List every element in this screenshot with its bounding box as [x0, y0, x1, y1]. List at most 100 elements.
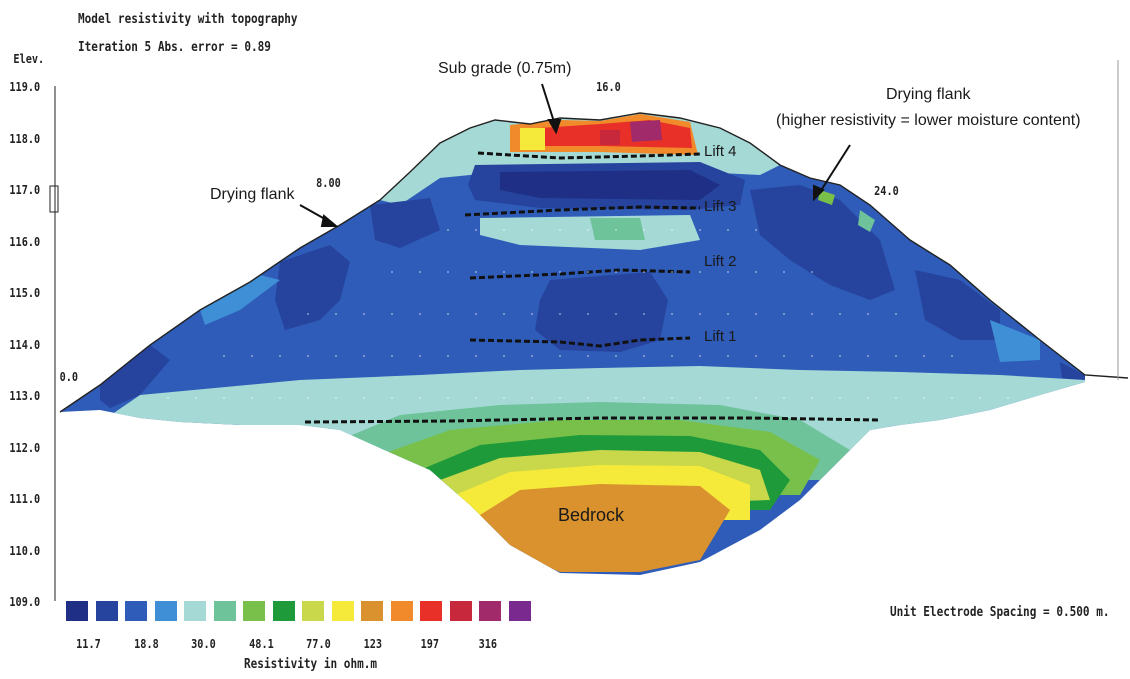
grid-dot [867, 355, 869, 357]
grid-dot [951, 355, 953, 357]
grid-dot [419, 271, 421, 273]
grid-dot [475, 313, 477, 315]
grid-dot [643, 313, 645, 315]
grid-dot [727, 313, 729, 315]
color-scale-value: 77.0 [306, 637, 331, 651]
grid-dot [587, 355, 589, 357]
lift2-label: Lift 2 [704, 253, 737, 270]
lift4-label: Lift 4 [704, 143, 737, 160]
grid-dot [447, 397, 449, 399]
grid-dot [419, 355, 421, 357]
grid-dot [391, 397, 393, 399]
color-swatch [420, 601, 442, 621]
grid-dot [839, 355, 841, 357]
grid-dot [1007, 397, 1009, 399]
drying-left-arrowhead [320, 214, 339, 227]
grid-dot [531, 271, 533, 273]
grid-dot [1035, 397, 1037, 399]
color-scale-value: 30.0 [191, 637, 216, 651]
y-tick-label: 111.0 [9, 492, 41, 506]
grid-dot [419, 313, 421, 315]
grid-dot [811, 313, 813, 315]
color-swatch [479, 601, 501, 621]
y-tick-label: 110.0 [9, 543, 41, 558]
grid-dot [223, 397, 225, 399]
grid-dot [307, 355, 309, 357]
drying-flank-right-label: Drying flank [886, 86, 971, 103]
color-swatch [66, 601, 88, 621]
grid-dot [587, 397, 589, 399]
color-swatch [302, 601, 324, 621]
grid-dot [251, 397, 253, 399]
grid-dot [699, 229, 701, 231]
color-swatch [125, 601, 147, 621]
grid-dot [587, 313, 589, 315]
color-swatch [154, 601, 177, 621]
grid-dot [699, 313, 701, 315]
grid-dot [531, 355, 533, 357]
figure-title: Model resistivity with topography [78, 12, 298, 27]
subgrade-arrow [541, 83, 556, 126]
grid-dot [839, 313, 841, 315]
grid-dot [755, 355, 757, 357]
grid-dot [503, 313, 505, 315]
grid-dot [643, 397, 645, 399]
color-swatch [213, 601, 236, 621]
grid-dot [307, 313, 309, 315]
grid-dot [643, 229, 645, 231]
y-tick-label: 119.0 [9, 80, 41, 94]
color-scale-value: 316 [478, 637, 497, 651]
grid-dot [727, 355, 729, 357]
grid-dot [559, 271, 561, 273]
grid-dot [671, 397, 673, 399]
grid-dot [447, 355, 449, 357]
color-swatch [331, 601, 354, 621]
y-tick-label: 109.0 [9, 595, 41, 609]
grid-dot [839, 397, 841, 399]
grid-dot [783, 355, 785, 357]
grid-dot [615, 271, 617, 273]
grid-dot [615, 397, 617, 399]
subgrade-arrowhead [547, 119, 562, 135]
grid-dot [867, 397, 869, 399]
color-swatch [184, 601, 206, 621]
grid-dot [727, 271, 729, 273]
bedrock-label: Bedrock [558, 505, 625, 525]
grid-dot [279, 397, 281, 399]
grid-dot [811, 271, 813, 273]
color-swatch [272, 601, 295, 621]
y-tick-label: 113.0 [9, 389, 41, 403]
grid-dot [475, 271, 477, 273]
grid-dot [923, 355, 925, 357]
grid-dot [531, 313, 533, 315]
grid-dot [391, 271, 393, 273]
grid-dot [699, 397, 701, 399]
grid-dot [503, 397, 505, 399]
grid-dot [447, 271, 449, 273]
bedrock-contact-line [304, 416, 881, 424]
grid-dot [783, 271, 785, 273]
color-swatch [95, 601, 118, 621]
grid-dot [811, 355, 813, 357]
grid-dot [979, 397, 981, 399]
grid-dot [895, 313, 897, 315]
grid-dot [335, 313, 337, 315]
grid-dot [755, 229, 757, 231]
grid-dot [223, 355, 225, 357]
y-tick-label: 112.0 [9, 440, 41, 455]
lift1-line [469, 336, 691, 348]
grid-dot [503, 355, 505, 357]
grid-dot [195, 397, 197, 399]
grid-dot [475, 397, 477, 399]
grid-dot [783, 397, 785, 399]
y-tick-label: 116.0 [9, 234, 41, 249]
grid-dot [279, 355, 281, 357]
grid-dot [587, 229, 589, 231]
color-swatch [390, 601, 413, 621]
drying-flank-left-label: Drying flank [210, 186, 295, 203]
color-swatch [508, 601, 531, 621]
color-swatch [361, 601, 383, 621]
lift2-line [469, 268, 691, 280]
grid-dot [671, 229, 673, 231]
grid-dot [559, 397, 561, 399]
